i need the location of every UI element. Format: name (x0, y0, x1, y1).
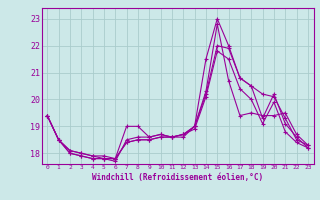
X-axis label: Windchill (Refroidissement éolien,°C): Windchill (Refroidissement éolien,°C) (92, 173, 263, 182)
